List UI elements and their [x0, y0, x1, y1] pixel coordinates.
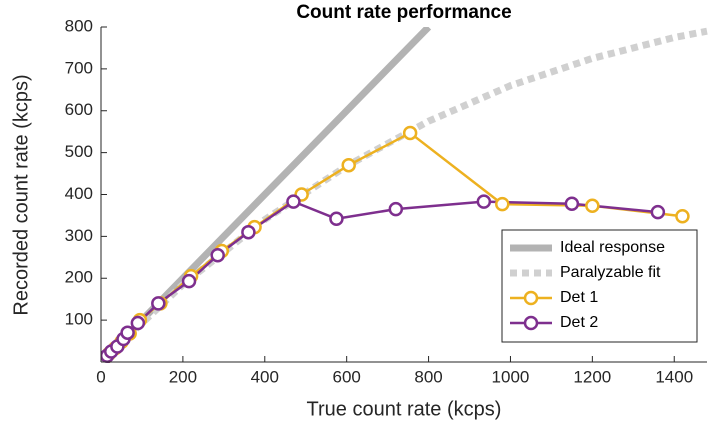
x-tick-label: 1000: [492, 367, 530, 386]
x-tick-label: 1200: [573, 367, 611, 386]
data-point: [130, 315, 146, 331]
data-point: [120, 325, 135, 340]
data-point: [564, 196, 580, 211]
x-tick-label: 1400: [655, 367, 693, 386]
legend-marker: [523, 290, 539, 306]
data-point: [476, 194, 492, 209]
x-tick-label: 400: [251, 367, 279, 386]
data-point: [675, 209, 690, 224]
data-point: [181, 273, 197, 289]
data-point: [329, 211, 344, 227]
y-tick-label: 400: [65, 184, 93, 203]
data-point: [495, 196, 510, 212]
y-tick-label: 200: [65, 268, 93, 287]
y-axis-label: Recorded count rate (kcps): [10, 74, 32, 315]
x-tick-label: 600: [332, 367, 360, 386]
x-axis-label: True count rate (kcps): [307, 398, 502, 420]
data-point: [388, 201, 404, 217]
chart-title: Count rate performance: [296, 2, 511, 23]
legend-label: Det 1: [560, 289, 598, 306]
legend-label: Ideal response: [560, 239, 665, 256]
legend-marker: [523, 315, 539, 331]
data-point: [402, 125, 418, 141]
x-tick-label: 0: [96, 367, 105, 386]
y-tick-label: 700: [65, 58, 93, 77]
legend-label: Det 2: [560, 314, 598, 331]
data-point: [241, 224, 256, 240]
y-tick-label: 100: [65, 310, 93, 329]
y-tick-label: 500: [65, 142, 93, 161]
x-tick-label: 800: [414, 367, 442, 386]
x-tick-label: 200: [169, 367, 197, 386]
data-point: [341, 157, 356, 173]
data-point: [151, 296, 166, 311]
y-tick-label: 800: [65, 16, 93, 35]
y-tick-label: 600: [65, 100, 93, 119]
data-point: [210, 247, 225, 263]
data-point: [585, 198, 600, 214]
legend-label: Paralyzable fit: [560, 264, 661, 281]
data-point: [286, 194, 301, 209]
data-point: [650, 204, 666, 220]
plot-area: [101, 27, 708, 363]
y-tick-label: 300: [65, 226, 93, 245]
